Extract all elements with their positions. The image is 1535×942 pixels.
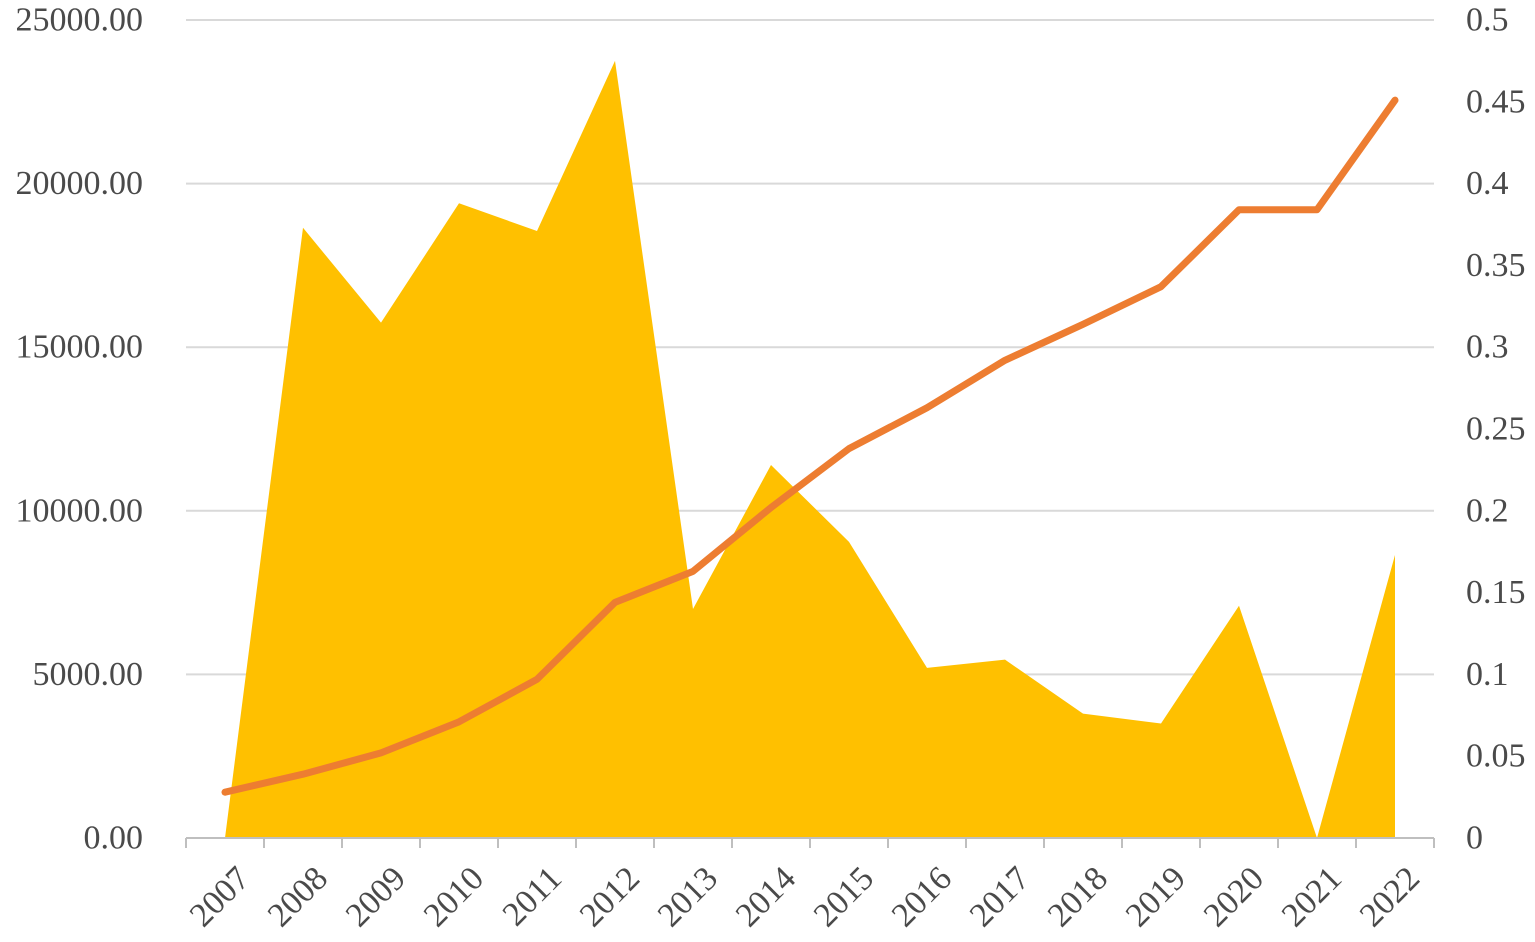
axes [185,837,1435,848]
left-axis-tick-label: 20000.00 [16,165,144,202]
x-axis-tick-label: 2018 [1041,860,1115,934]
x-axis-tick-label: 2013 [651,860,725,934]
right-axis-tick-label: 0 [1466,820,1483,857]
line-series-layer [221,96,1399,796]
area-series-layer [225,60,1395,838]
right-axis-tick-label: 0.5 [1466,2,1509,39]
right-axis-tick-label: 0.25 [1466,411,1526,448]
x-axis-tick-label: 2021 [1275,860,1349,934]
x-axis-tick-label: 2016 [885,860,959,934]
line-series [221,96,1399,796]
x-axis-tick-label: 2008 [261,860,335,934]
right-axis-tick-label: 0.1 [1466,656,1509,693]
right-axis-tick-label: 0.3 [1466,329,1509,366]
x-axis-tick-label: 2020 [1197,860,1271,934]
right-axis-tick-label: 0.15 [1466,574,1526,611]
x-axis-tick-label: 2017 [963,860,1037,934]
right-axis-tick-label: 0.05 [1466,738,1526,775]
x-axis-tick-label: 2014 [729,860,803,934]
x-axis-tick-label: 2011 [496,860,569,933]
area-series [225,60,1395,838]
right-axis-tick-label: 0.45 [1466,83,1526,120]
x-axis-tick-label: 2022 [1353,860,1427,934]
x-axis-tick-label: 2015 [807,860,881,934]
x-axis-tick-label: 2007 [183,860,257,934]
x-axis-tick-label: 2010 [417,860,491,934]
x-axis-tick-label: 2012 [573,860,647,934]
right-axis-tick-label: 0.35 [1466,247,1526,284]
left-axis-tick-label: 25000.00 [16,2,144,39]
left-axis-tick-label: 10000.00 [16,492,144,529]
right-axis-tick-label: 0.4 [1466,165,1509,202]
right-axis-tick-labels: 0 0.05 0.1 0.15 0.2 0.25 0.3 0.35 0.4 0.45 0.5 [1466,2,1526,857]
x-axis-tick-labels: 2007 2008 2009 2010 2011 2012 2013 2014 2015 2016… [183,860,1427,934]
right-axis-tick-label: 0.2 [1466,492,1509,529]
left-axis-tick-labels: 0.00 5000.00 10000.00 15000.00 20000.00 25000… [16,2,144,857]
left-axis-tick-label: 15000.00 [16,329,144,366]
left-axis-tick-label: 5000.00 [33,656,144,693]
x-axis-tick-label: 2019 [1119,860,1193,934]
left-axis-tick-label: 0.00 [84,820,144,857]
x-axis-tick-label: 2009 [339,860,413,934]
